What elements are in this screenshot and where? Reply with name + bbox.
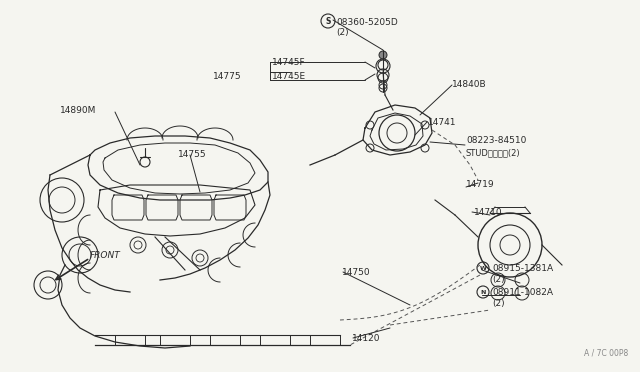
Text: FRONT: FRONT <box>90 251 121 260</box>
Text: (2): (2) <box>492 275 504 284</box>
Text: 14741: 14741 <box>428 118 456 127</box>
Text: 08915-1381A: 08915-1381A <box>492 264 553 273</box>
Text: W: W <box>479 266 486 270</box>
Text: 14120: 14120 <box>352 334 381 343</box>
Text: 14745F: 14745F <box>272 58 306 67</box>
Text: A / 7C 00P8: A / 7C 00P8 <box>584 349 628 358</box>
Text: 14719: 14719 <box>466 180 495 189</box>
Text: N: N <box>480 289 486 295</box>
Text: STUDスタッド(2): STUDスタッド(2) <box>466 148 520 157</box>
Text: 08360-5205D: 08360-5205D <box>336 18 397 27</box>
Text: 14710: 14710 <box>474 208 502 217</box>
Text: 14890M: 14890M <box>60 106 97 115</box>
Text: (2): (2) <box>492 299 504 308</box>
Text: 14775: 14775 <box>213 72 242 81</box>
Text: (2): (2) <box>336 28 349 37</box>
Circle shape <box>379 51 387 59</box>
Text: 14745E: 14745E <box>272 72 306 81</box>
Text: 08911-1082A: 08911-1082A <box>492 288 553 297</box>
Text: S: S <box>325 16 331 26</box>
Text: 14750: 14750 <box>342 268 371 277</box>
Text: 08223-84510: 08223-84510 <box>466 136 526 145</box>
Text: 14840B: 14840B <box>452 80 486 89</box>
Text: 14755: 14755 <box>178 150 207 159</box>
